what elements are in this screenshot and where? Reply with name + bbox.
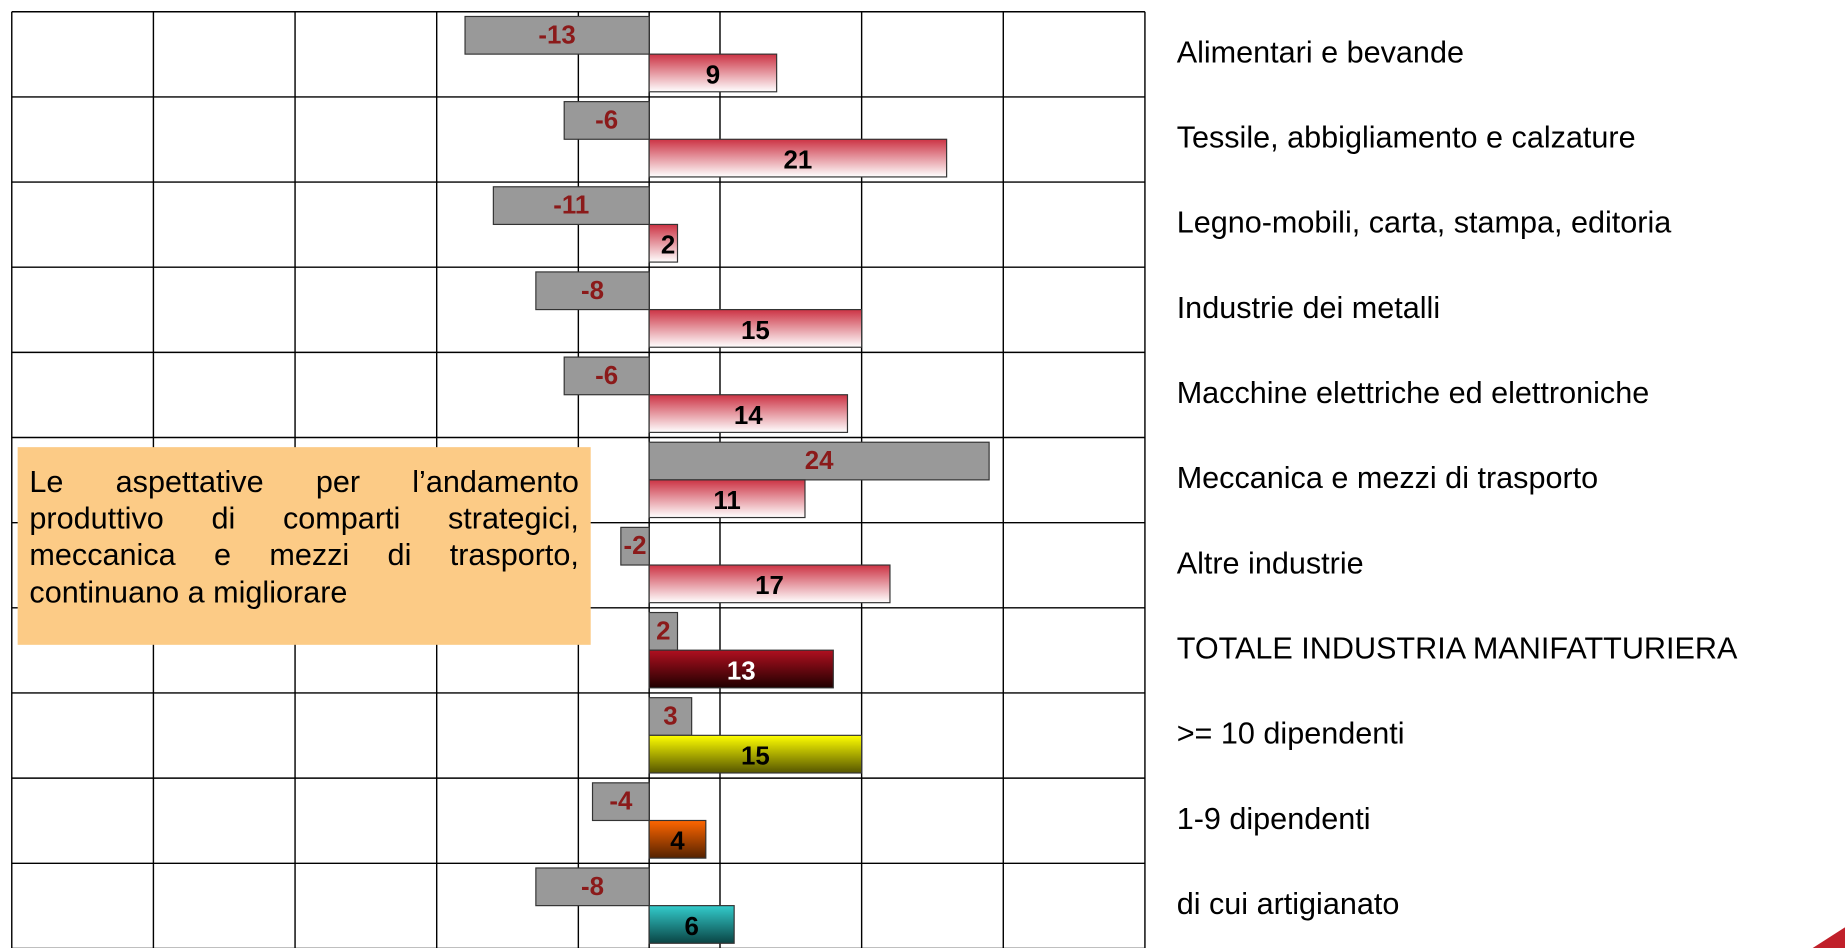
data-label: 15 [741,317,770,345]
category-label: Macchine elettriche ed elettroniche [1177,376,1650,410]
bar [591,782,650,822]
data-label: 17 [755,572,784,600]
category-label: Tessile, abbigliamento e calzature [1177,121,1636,155]
bar [648,697,693,736]
category-label: >= 10 dipendenti [1177,717,1405,751]
bar [648,223,679,263]
data-label: 15 [741,743,770,771]
data-label: -2 [623,532,646,560]
bar [648,734,863,774]
bar [648,905,735,944]
category-label: Legno-mobili, carta, stampa, editoria [1177,206,1672,240]
bar [620,526,650,566]
annotation-box: Le aspettative per l’andamento produttiv… [17,447,591,645]
data-label: 6 [684,913,698,941]
bar [648,394,849,433]
data-label: -11 [553,192,589,220]
bar [648,479,806,519]
bar [563,356,650,396]
category-label: Industrie dei metalli [1177,291,1440,325]
bar [464,15,650,55]
bar [563,101,650,140]
data-label: 24 [805,447,834,475]
bar [535,271,650,311]
bar [648,441,990,481]
data-label: 21 [784,146,813,174]
bar [648,138,948,178]
category-label: di cui artigianato [1177,887,1400,921]
bar [648,53,778,93]
bar [648,308,863,348]
bar [648,611,679,651]
bar [648,819,707,859]
data-label: 2 [656,617,670,645]
data-label: 13 [727,657,756,685]
data-label: 4 [670,828,685,856]
data-label: -6 [595,362,618,390]
category-label: Meccanica e mezzi di trasporto [1177,461,1598,495]
bar [535,867,650,907]
bar [492,186,650,226]
data-label: 9 [706,61,720,89]
data-label: 3 [663,703,677,731]
bar [648,649,834,689]
data-label: 11 [713,487,740,515]
data-label: 14 [734,402,763,430]
data-label: -13 [538,21,575,49]
data-label: -8 [581,277,604,305]
category-label: 1-9 dipendenti [1177,802,1371,836]
data-label: -8 [581,873,604,901]
bar [648,564,891,604]
category-label: TOTALE INDUSTRIA MANIFATTURIERA [1177,631,1738,665]
data-label: 2 [661,232,675,260]
category-label: Alimentari e bevande [1177,35,1464,69]
corner-decoration [1812,927,1845,948]
data-label: -4 [609,788,633,816]
category-label: Altre industrie [1177,546,1364,580]
data-label: -6 [595,106,618,134]
